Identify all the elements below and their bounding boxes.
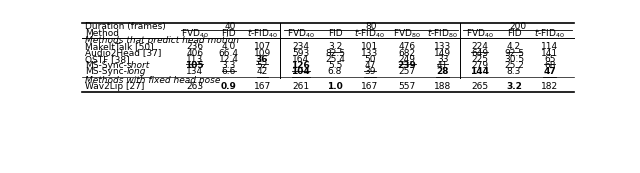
- Text: 261: 261: [292, 82, 309, 91]
- Text: 50: 50: [364, 55, 376, 64]
- Text: 141: 141: [541, 49, 558, 58]
- Text: 92.5: 92.5: [504, 49, 524, 58]
- Text: 200: 200: [509, 22, 526, 31]
- Text: 12.4: 12.4: [219, 55, 239, 64]
- Text: 134: 134: [186, 67, 204, 76]
- Text: 234: 234: [292, 42, 309, 51]
- Text: 236: 236: [186, 42, 204, 51]
- Text: Wav2Lip [27]: Wav2Lip [27]: [84, 82, 144, 91]
- Text: 4.0: 4.0: [221, 42, 236, 51]
- Text: 476: 476: [399, 42, 415, 51]
- Text: 593: 593: [292, 49, 310, 58]
- Text: MakeItTalk [50]: MakeItTalk [50]: [84, 42, 153, 51]
- Text: $\mathrm{FVD}_{40}$: $\mathrm{FVD}_{40}$: [287, 28, 315, 40]
- Text: Duration (frames): Duration (frames): [84, 22, 165, 31]
- Text: MS-Sync-: MS-Sync-: [84, 61, 127, 70]
- Text: 149: 149: [434, 49, 451, 58]
- Text: Method: Method: [84, 29, 118, 38]
- Text: 225: 225: [472, 55, 488, 64]
- Text: $\mathrm{FVD}_{40}$: $\mathrm{FVD}_{40}$: [466, 28, 494, 40]
- Text: 167: 167: [361, 82, 378, 91]
- Text: 164: 164: [292, 55, 309, 64]
- Text: $t$-$\mathrm{FID}_{40}$: $t$-$\mathrm{FID}_{40}$: [534, 28, 565, 40]
- Text: 104: 104: [291, 67, 310, 76]
- Text: 265: 265: [471, 82, 488, 91]
- Text: 133: 133: [434, 42, 451, 51]
- Text: 224: 224: [472, 42, 488, 51]
- Text: 41: 41: [437, 61, 449, 70]
- Text: 65: 65: [544, 55, 556, 64]
- Text: 3.2: 3.2: [506, 82, 522, 91]
- Text: 239: 239: [397, 61, 417, 70]
- Text: 3.3: 3.3: [221, 61, 236, 70]
- Text: 1.0: 1.0: [327, 82, 343, 91]
- Text: 52: 52: [257, 61, 268, 70]
- Text: 649: 649: [471, 49, 488, 58]
- Text: 25.4: 25.4: [325, 55, 345, 64]
- Text: FID: FID: [221, 29, 236, 38]
- Text: 188: 188: [434, 82, 451, 91]
- Text: 406: 406: [186, 49, 204, 58]
- Text: 39: 39: [364, 67, 376, 76]
- Text: 167: 167: [253, 82, 271, 91]
- Text: 113: 113: [186, 55, 204, 64]
- Text: 114: 114: [541, 42, 558, 51]
- Text: FID: FID: [507, 29, 522, 38]
- Text: 107: 107: [253, 42, 271, 51]
- Text: 47: 47: [543, 67, 556, 76]
- Text: MS-Sync-: MS-Sync-: [84, 67, 127, 76]
- Text: Methods with fixed head pose: Methods with fixed head pose: [84, 76, 220, 85]
- Text: 5.5: 5.5: [328, 61, 342, 70]
- Text: 126: 126: [291, 61, 310, 70]
- Text: 36: 36: [256, 55, 268, 64]
- Text: FID: FID: [328, 29, 342, 38]
- Text: 4.2: 4.2: [507, 42, 521, 51]
- Text: 80: 80: [365, 22, 377, 31]
- Text: 263: 263: [186, 82, 204, 91]
- Text: Methods that predict head motion: Methods that predict head motion: [84, 36, 239, 45]
- Text: 249: 249: [399, 55, 415, 64]
- Text: 3.2: 3.2: [328, 42, 342, 51]
- Text: 682: 682: [399, 49, 415, 58]
- Text: 68: 68: [544, 61, 556, 70]
- Text: 47: 47: [364, 61, 376, 70]
- Text: short: short: [127, 61, 150, 70]
- Text: $t$-$\mathrm{FID}_{80}$: $t$-$\mathrm{FID}_{80}$: [427, 28, 458, 40]
- Text: $\mathrm{FVD}_{80}$: $\mathrm{FVD}_{80}$: [393, 28, 421, 40]
- Text: 279: 279: [471, 61, 488, 70]
- Text: long: long: [127, 67, 146, 76]
- Text: 66.4: 66.4: [219, 49, 239, 58]
- Text: $\mathrm{FVD}_{40}$: $\mathrm{FVD}_{40}$: [180, 28, 209, 40]
- Text: 105: 105: [186, 61, 204, 70]
- Text: 28: 28: [436, 67, 449, 76]
- Text: 25.2: 25.2: [504, 61, 524, 70]
- Text: 0.9: 0.9: [221, 82, 237, 91]
- Text: OSTF [38]: OSTF [38]: [84, 55, 129, 64]
- Text: 109: 109: [253, 49, 271, 58]
- Text: 182: 182: [541, 82, 558, 91]
- Text: 6.8: 6.8: [328, 67, 342, 76]
- Text: 8.3: 8.3: [507, 67, 521, 76]
- Text: 42: 42: [257, 67, 268, 76]
- Text: 557: 557: [399, 82, 415, 91]
- Text: $t$-$\mathrm{FID}_{40}$: $t$-$\mathrm{FID}_{40}$: [246, 28, 278, 40]
- Text: 33: 33: [437, 55, 449, 64]
- Text: 82.5: 82.5: [325, 49, 345, 58]
- Text: $t$-$\mathrm{FID}_{40}$: $t$-$\mathrm{FID}_{40}$: [354, 28, 385, 40]
- Text: 40: 40: [225, 22, 236, 31]
- Text: 6.6: 6.6: [221, 67, 236, 76]
- Text: 101: 101: [361, 42, 378, 51]
- Text: 133: 133: [361, 49, 378, 58]
- Text: Audio2Head [37]: Audio2Head [37]: [84, 49, 161, 58]
- Text: 144: 144: [470, 67, 490, 76]
- Text: 30.5: 30.5: [504, 55, 524, 64]
- Text: 257: 257: [399, 67, 415, 76]
